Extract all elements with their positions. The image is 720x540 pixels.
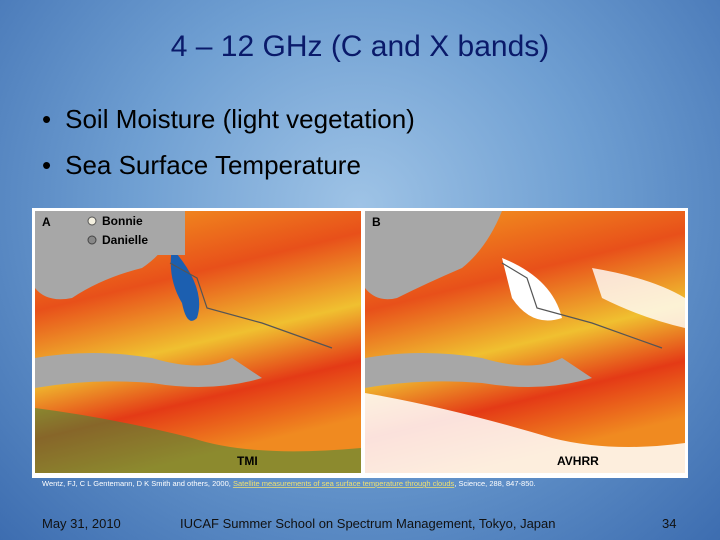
slide-title: 4 – 12 GHz (C and X bands)	[170, 30, 550, 63]
panel-a: A Bonnie Danielle TMI	[35, 211, 361, 473]
citation-source: , Science, 288, 847-850.	[454, 479, 535, 488]
citation: Wentz, FJ, C L Gentemann, D K Smith and …	[42, 479, 536, 488]
footer-event: IUCAF Summer School on Spectrum Manageme…	[180, 516, 556, 531]
figure: A Bonnie Danielle TMI B AVHRR Wentz, FJ,…	[32, 208, 688, 488]
legend-entry: Bonnie	[102, 214, 143, 228]
citation-authors: Wentz, FJ, C L Gentemann, D K Smith and …	[42, 479, 231, 488]
bullet: Soil Moisture (light vegetation)	[42, 104, 415, 150]
bullet: Sea Surface Temperature	[42, 150, 415, 196]
panel-label: A	[42, 215, 51, 229]
panel-caption: TMI	[237, 454, 258, 468]
bullet-list: Soil Moisture (light vegetation) Sea Sur…	[42, 104, 415, 196]
legend-entry: Danielle	[102, 233, 148, 247]
panel-b: B AVHRR	[365, 211, 685, 473]
footer-page: 34	[662, 516, 677, 531]
citation-link[interactable]: Satellite measurements of sea surface te…	[233, 479, 455, 488]
footer-date: May 31, 2010	[42, 516, 121, 531]
panel-caption: AVHRR	[557, 454, 599, 468]
panel-label: B	[372, 215, 381, 229]
